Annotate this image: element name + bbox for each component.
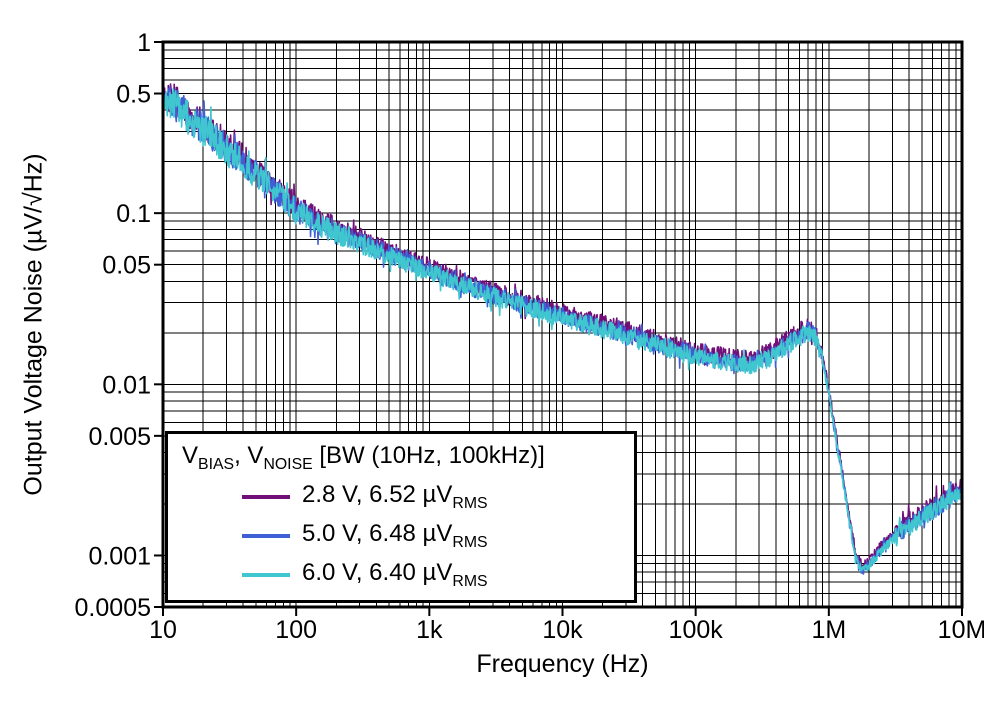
legend-title-sub: BIAS (198, 455, 235, 473)
x-tick-label: 1k (416, 616, 443, 644)
series-group (163, 79, 962, 575)
legend: VBIAS, VNOISE [BW (10Hz, 100kHz)] 2.8 V,… (165, 431, 637, 603)
legend-item: 2.8 V, 6.52 µVRMS (180, 480, 624, 514)
y-axis-title: Output Voltage Noise (µV/√Hz) (19, 153, 48, 496)
legend-item-label: 6.0 V, 6.40 µVRMS (302, 559, 488, 591)
series-color-swatch (242, 573, 290, 578)
legend-item: 5.0 V, 6.48 µVRMS (180, 519, 624, 553)
legend-title-text: V (182, 442, 199, 469)
legend-item: 6.0 V, 6.40 µVRMS (180, 558, 624, 592)
legend-title-sub: NOISE (263, 455, 313, 473)
x-axis-title: Frequency (Hz) (476, 650, 649, 678)
x-tick-label: 10M (938, 616, 984, 644)
x-tick-label: 10k (542, 616, 583, 644)
y-tick-label: 1 (137, 29, 151, 57)
y-tick-label: 0.05 (102, 252, 151, 280)
y-tick-label: 0.5 (116, 81, 151, 109)
series-curve-6.0V (163, 79, 962, 572)
x-tick-label: 100 (275, 616, 317, 644)
legend-title-text: , V (234, 442, 264, 469)
legend-item-label: 2.8 V, 6.52 µVRMS (302, 481, 488, 512)
legend-item-label: 5.0 V, 6.48 µVRMS (302, 520, 488, 552)
y-tick-label: 0.1 (116, 200, 151, 228)
y-tick-label: 0.0005 (75, 594, 151, 622)
y-tick-label: 0.005 (88, 423, 151, 451)
y-tick-label: 0.01 (102, 371, 151, 399)
legend-title-text: [BW (10Hz, 100kHz)] (312, 442, 545, 469)
series-color-swatch (242, 494, 290, 499)
legend-title: VBIAS, VNOISE [BW (10Hz, 100kHz)] (180, 441, 624, 475)
y-tick-label: 0.001 (88, 542, 151, 570)
series-color-swatch (242, 534, 290, 539)
x-tick-label: 100k (669, 616, 724, 644)
x-tick-label: 10 (149, 616, 177, 644)
x-tick-label: 1M (811, 616, 846, 644)
